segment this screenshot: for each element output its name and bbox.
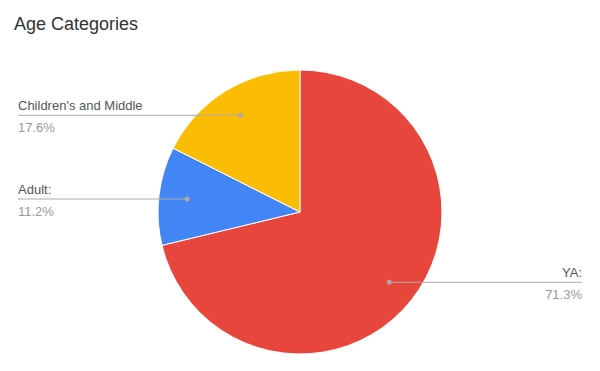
- leader-line: [18, 115, 240, 116]
- chart: Age Categories YA: 71.3% Adult: 11.2% Childre…: [0, 0, 600, 371]
- leader-dot: [387, 280, 392, 285]
- slice-label: YA:: [562, 265, 582, 280]
- leader-dot: [238, 113, 243, 118]
- data-label: 17.6%: [18, 120, 55, 135]
- data-label: 11.2%: [18, 204, 54, 219]
- pie: [158, 70, 442, 354]
- slice-label: Children's and Middle: [18, 98, 143, 113]
- slice-label: Adult:: [18, 182, 51, 197]
- data-label: 71.3%: [545, 287, 582, 302]
- leader-line: [18, 199, 187, 200]
- slice: [173, 70, 300, 212]
- leader-line: [389, 282, 582, 283]
- leader-dot: [185, 197, 190, 202]
- title: Age Categories: [14, 14, 138, 34]
- annotations: YA: 71.3% Adult: 11.2% Children's and Middle…: [18, 98, 582, 302]
